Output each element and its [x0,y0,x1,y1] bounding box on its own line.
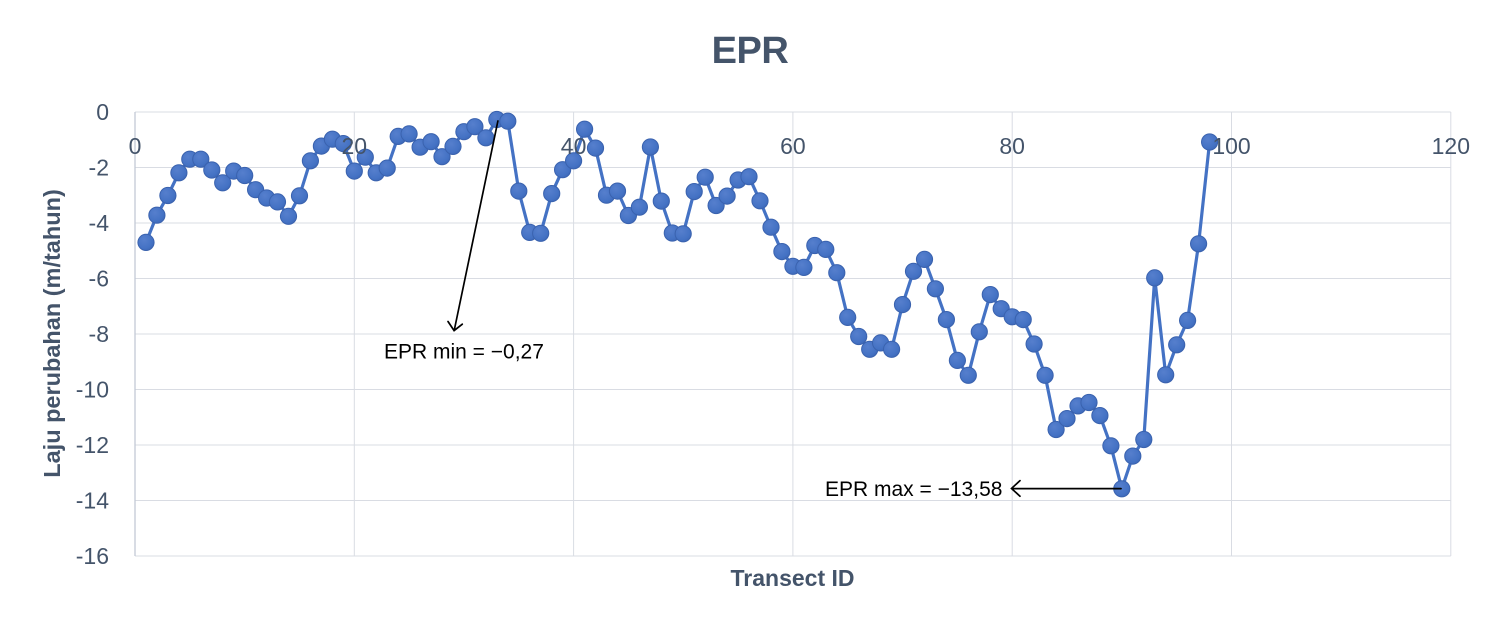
svg-text:-10: -10 [76,377,109,403]
svg-text:EPR: EPR [712,30,789,72]
svg-text:60: 60 [780,133,806,159]
svg-text:100: 100 [1212,133,1250,159]
svg-text:-6: -6 [89,266,109,292]
svg-text:-4: -4 [89,210,110,236]
svg-text:Transect ID: Transect ID [731,565,855,591]
svg-text:0: 0 [129,133,142,159]
svg-text:0: 0 [96,99,109,125]
svg-text:-8: -8 [89,321,109,347]
svg-text:-2: -2 [89,155,109,181]
svg-text:EPR max = −13,58: EPR max = −13,58 [825,478,1002,501]
svg-text:EPR min = −0,27: EPR min = −0,27 [384,341,544,364]
svg-text:-16: -16 [76,543,109,569]
svg-text:80: 80 [999,133,1025,159]
svg-text:40: 40 [561,133,587,159]
svg-text:20: 20 [342,133,368,159]
svg-text:120: 120 [1432,133,1470,159]
svg-text:-12: -12 [76,432,109,458]
svg-text:-14: -14 [76,488,109,514]
svg-text:Laju perubahan (m/tahun): Laju perubahan (m/tahun) [39,189,65,478]
